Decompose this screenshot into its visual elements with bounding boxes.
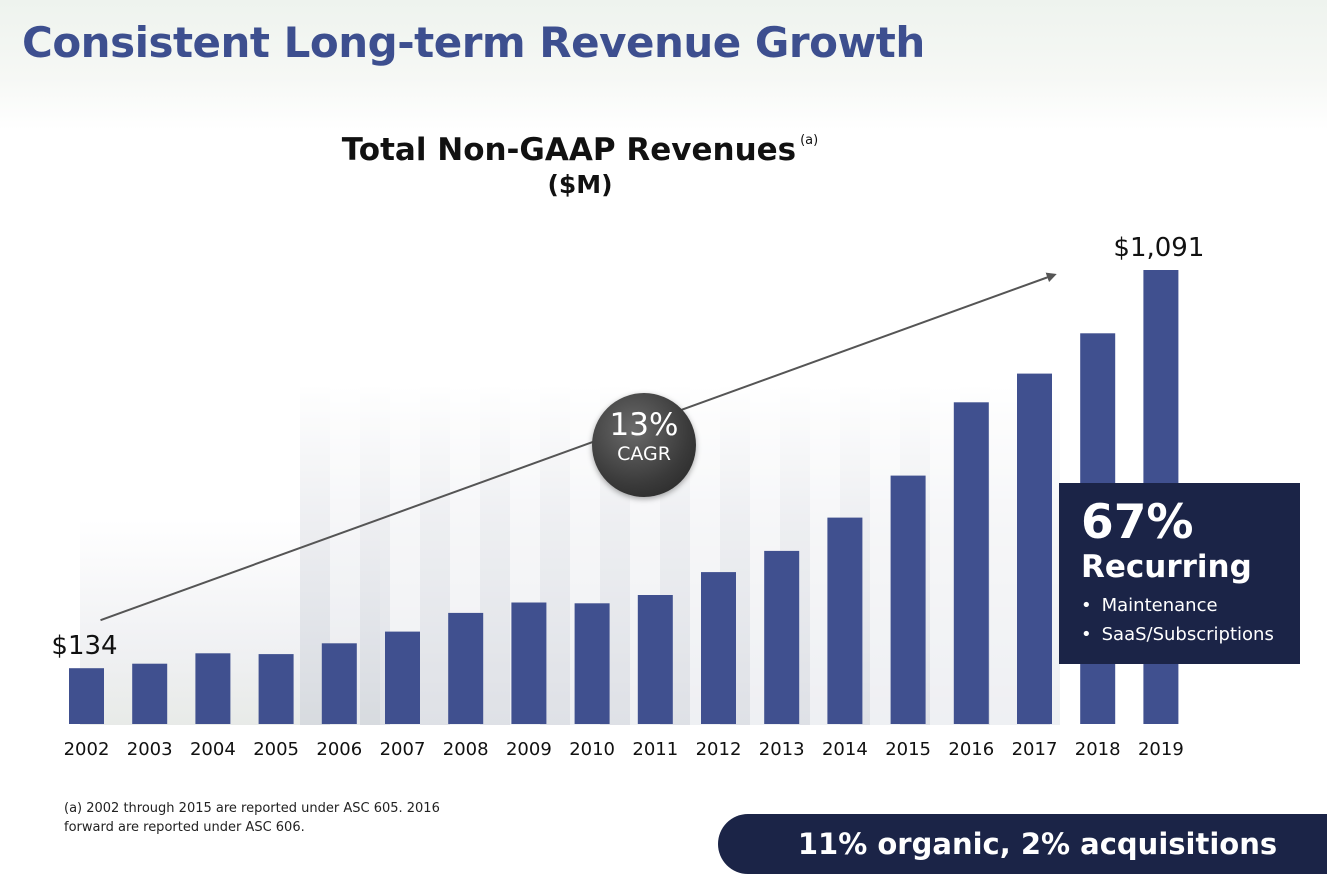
bar-2010 [574,603,610,724]
bar-2014 [827,517,863,724]
data-label-2002: $134 [51,631,117,661]
tick-label-2006: 2006 [316,739,362,760]
chart-title-footnote-marker: (a) [800,133,819,148]
recurring-item-maintenance: Maintenance [1081,591,1300,620]
cagr-value: 13% [609,407,679,443]
recurring-revenue-box: 67% Recurring Maintenance SaaS/Subscript… [1059,483,1300,664]
bar-2017 [1017,373,1052,724]
recurring-list: Maintenance SaaS/Subscriptions [1081,591,1300,649]
cagr-label: CAGR [617,443,671,465]
chart-title: Total Non-GAAP Revenues [341,132,797,168]
tick-label-2003: 2003 [127,739,173,760]
bar-2007 [385,631,420,724]
cagr-trend-arrow [100,272,1057,622]
tick-label-2008: 2008 [443,739,489,760]
bar-2011 [637,595,673,724]
bar-2003 [132,663,168,724]
tick-label-2018: 2018 [1075,739,1121,760]
growth-breakdown-banner: 11% organic, 2% acquisitions [718,814,1327,874]
bar-2006 [321,643,357,724]
bar-2013 [764,550,800,724]
footnote: (a) 2002 through 2015 are reported under… [64,801,440,835]
tick-label-2007: 2007 [380,739,426,760]
bar-2012 [701,572,736,724]
recurring-percent: 67% [1081,495,1194,550]
recurring-label: Recurring [1081,549,1252,585]
bar-2002 [69,668,104,724]
bar-2015 [890,475,926,724]
slide-title: Consistent Long-term Revenue Growth [22,18,925,67]
tick-label-2015: 2015 [885,739,931,760]
tick-label-2013: 2013 [759,739,805,760]
tick-label-2011: 2011 [632,739,678,760]
bar-2016 [953,402,989,724]
tick-label-2009: 2009 [506,739,552,760]
header-band [0,0,1327,130]
tick-label-2002: 2002 [64,739,110,760]
recurring-item-saas: SaaS/Subscriptions [1081,620,1300,649]
tick-label-2012: 2012 [696,739,742,760]
tick-label-2005: 2005 [253,739,299,760]
tick-label-2017: 2017 [1012,739,1058,760]
bar-2008 [448,612,484,724]
tick-label-2010: 2010 [569,739,615,760]
chart-subtitle: ($M) [547,170,613,199]
data-label-2019: $1,091 [1113,233,1204,263]
tick-label-2016: 2016 [948,739,994,760]
tick-label-2004: 2004 [190,739,236,760]
tick-label-2019: 2019 [1138,739,1184,760]
bar-2009 [511,602,547,724]
bar-2005 [258,654,294,724]
tick-label-2014: 2014 [822,739,868,760]
bar-2004 [195,653,231,724]
cagr-badge: 13% CAGR [592,393,696,497]
chart-title-block: Total Non-GAAP Revenues (a) ($M) [300,132,860,199]
